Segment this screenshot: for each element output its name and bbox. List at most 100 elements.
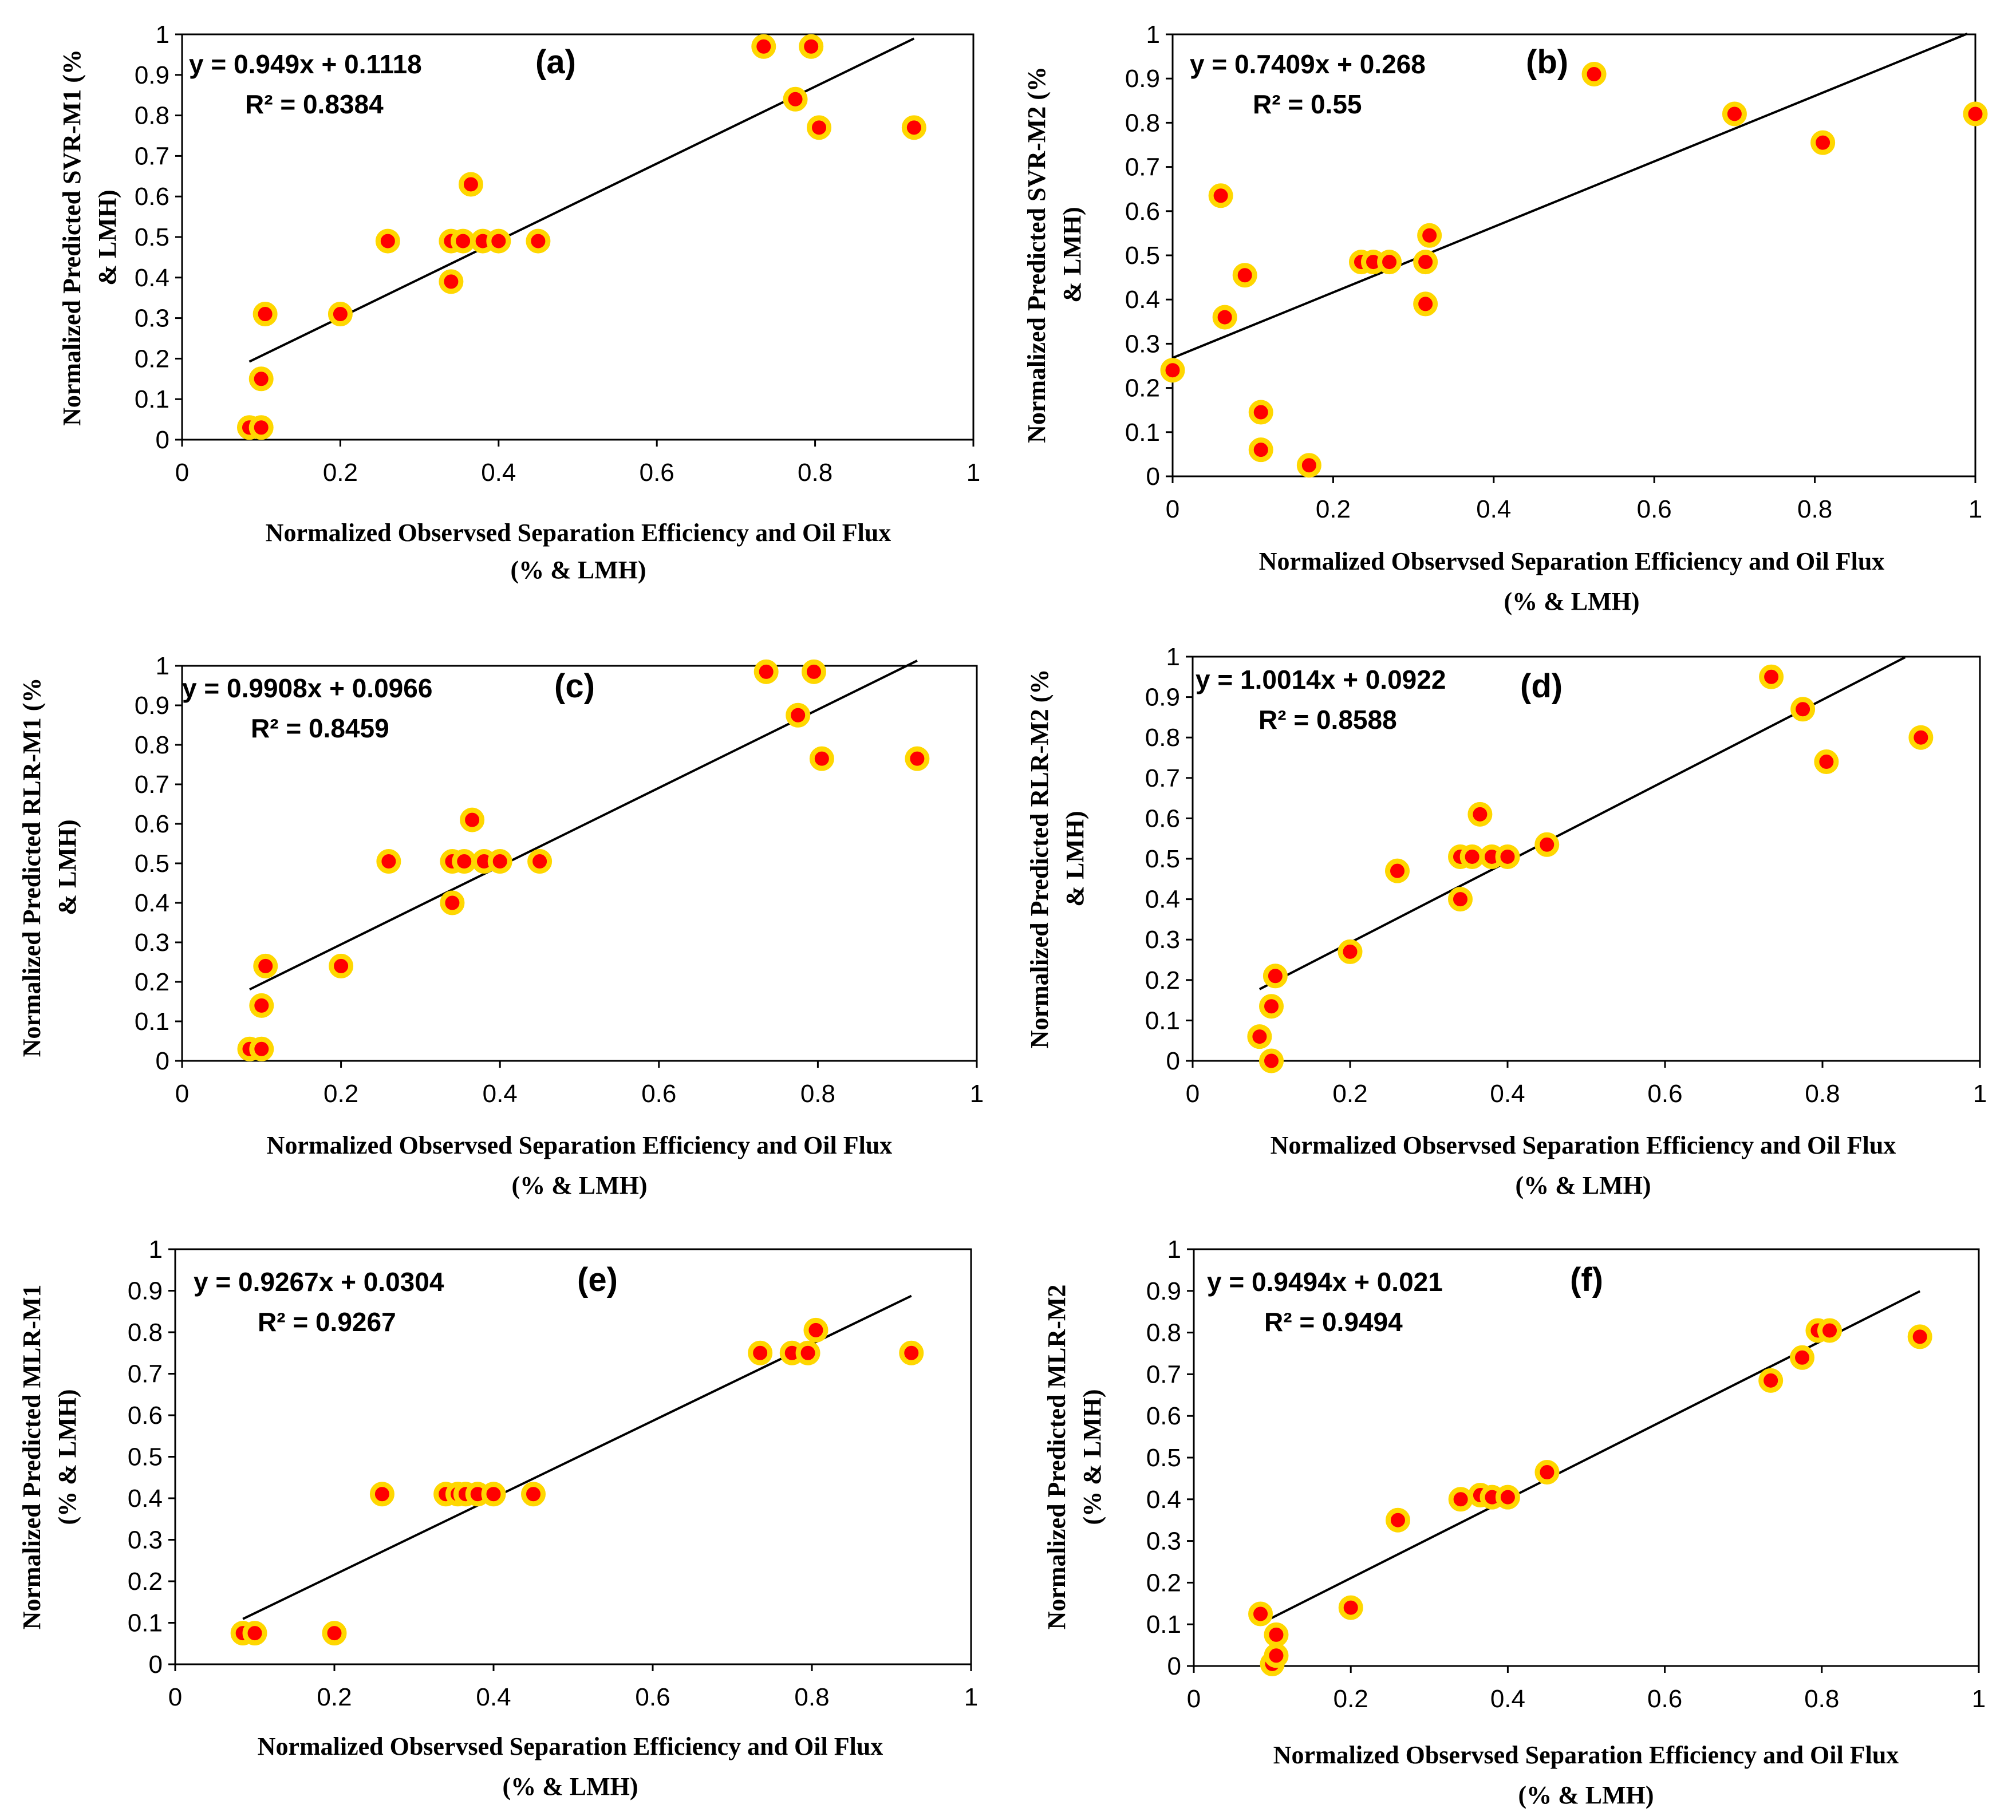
x-tick-label: 0.8 bbox=[798, 459, 833, 487]
data-point bbox=[1263, 964, 1288, 989]
y-tick-label: 0.1 bbox=[135, 1008, 169, 1036]
y-tick-label: 0.9 bbox=[135, 61, 169, 89]
y-tick-label: 1 bbox=[1166, 643, 1180, 671]
data-point bbox=[1758, 1368, 1784, 1393]
data-point bbox=[1817, 1318, 1843, 1343]
x-tick-label: 0.2 bbox=[323, 459, 358, 487]
y-tick-label: 0.2 bbox=[1146, 1569, 1181, 1597]
y-axis-title: Normalized Predicted MLR-M1 (% & LMH) bbox=[18, 1285, 81, 1630]
y-axis-title-line-2: (% & LMH) bbox=[1078, 1389, 1106, 1525]
data-point bbox=[1264, 1643, 1289, 1668]
y-tick-label: 1 bbox=[149, 1235, 163, 1264]
data-point bbox=[1790, 697, 1816, 722]
y-axis-title-line-2: & LMH) bbox=[53, 819, 81, 915]
y-tick-label: 0.4 bbox=[1125, 286, 1160, 314]
data-point bbox=[248, 415, 274, 440]
y-tick-label: 0.3 bbox=[135, 929, 169, 957]
y-tick-label: 0.2 bbox=[135, 345, 169, 373]
data-point bbox=[526, 228, 551, 254]
chart-panel-c: 0 0.1 0.2 0.3 0.4 0.5 0.6 0.7 0.8 0.9 1 0 0.2 0.4 0.6 0… bbox=[18, 652, 984, 1199]
data-point bbox=[1534, 832, 1560, 857]
y-tick-label: 0.3 bbox=[1145, 926, 1180, 954]
y-tick-label: 0.6 bbox=[1145, 804, 1180, 832]
y-axis-title: Normalized Predicted SVR-M2 (% & LMH) bbox=[1023, 66, 1086, 443]
y-tick-label: 0.9 bbox=[1146, 1277, 1181, 1305]
x-tick-label: 0 bbox=[1186, 1080, 1200, 1108]
y-tick-label: 0.7 bbox=[135, 771, 169, 799]
data-point bbox=[460, 807, 485, 832]
x-tick-label: 0.8 bbox=[1804, 1685, 1839, 1713]
data-point bbox=[899, 1340, 924, 1365]
x-tick-label: 1 bbox=[966, 459, 980, 487]
data-point bbox=[753, 659, 779, 684]
y-axis-title-line-2: & LMH) bbox=[93, 189, 121, 285]
data-point bbox=[1814, 749, 1839, 775]
data-point bbox=[521, 1482, 546, 1507]
data-point bbox=[451, 228, 476, 254]
data-point bbox=[1264, 1622, 1289, 1647]
x-tick-label: 0 bbox=[175, 459, 189, 487]
data-point bbox=[1296, 453, 1321, 478]
data-point bbox=[440, 890, 465, 915]
data-point bbox=[799, 34, 824, 59]
y-tick-label: 0.2 bbox=[135, 968, 169, 996]
data-point bbox=[905, 746, 930, 771]
data-point bbox=[1413, 250, 1438, 275]
y-tick-label: 0 bbox=[156, 426, 169, 454]
y-tick-label: 0.6 bbox=[1146, 1402, 1181, 1430]
y-tick-label: 0.8 bbox=[1125, 109, 1160, 137]
panel-label: (e) bbox=[577, 1261, 618, 1298]
data-point bbox=[1248, 1601, 1273, 1626]
data-point bbox=[1248, 400, 1273, 425]
trendline-equation: y = 1.0014x + 0.0922 bbox=[1196, 665, 1446, 694]
data-point bbox=[1338, 1595, 1363, 1620]
y-tick-label: 0 bbox=[1146, 463, 1160, 491]
trendline-equation: y = 0.9267x + 0.0304 bbox=[194, 1267, 444, 1297]
y-tick-label: 0.1 bbox=[1146, 1610, 1181, 1639]
data-point bbox=[1385, 1507, 1410, 1533]
y-tick-label: 0.2 bbox=[128, 1568, 163, 1596]
data-point bbox=[1259, 994, 1284, 1019]
y-tick-label: 0.5 bbox=[128, 1443, 163, 1471]
y-tick-label: 0.3 bbox=[1125, 330, 1160, 358]
data-point bbox=[439, 269, 464, 294]
data-point bbox=[1908, 725, 1934, 750]
data-point bbox=[1208, 183, 1233, 208]
y-axis-title: Normalized Predicted RLR-M2 (% & LMH) bbox=[1025, 669, 1089, 1049]
y-axis-title: Normalized Predicted SVR-M1 (% & LMH) bbox=[58, 49, 121, 426]
x-tick-label: 0.2 bbox=[1332, 1080, 1367, 1108]
y-axis-title-line-1: Normalized Predicted RLR-M2 (% bbox=[1025, 669, 1054, 1049]
y-tick-label: 0 bbox=[1167, 1652, 1181, 1680]
data-point bbox=[807, 115, 832, 140]
data-point bbox=[1160, 358, 1185, 383]
data-point bbox=[795, 1340, 820, 1365]
x-tick-label: 0.4 bbox=[1490, 1685, 1525, 1713]
y-tick-label: 0.2 bbox=[1125, 374, 1160, 402]
y-tick-label: 0.3 bbox=[128, 1526, 163, 1554]
trendline bbox=[249, 660, 918, 991]
data-point bbox=[1212, 305, 1237, 330]
x-axis-title-line-1: Normalized Observsed Separation Efficien… bbox=[258, 1732, 883, 1760]
chart-panel-e: 0 0.1 0.2 0.3 0.4 0.5 0.6 0.7 0.8 0.9 1 0 0.2 0.4 0.6 0… bbox=[18, 1235, 978, 1801]
x-tick-label: 0 bbox=[168, 1683, 182, 1711]
y-tick-label: 0 bbox=[156, 1047, 169, 1075]
y-tick-label: 0 bbox=[1166, 1047, 1180, 1075]
y-tick-label: 0.7 bbox=[1125, 153, 1160, 181]
data-point bbox=[901, 115, 926, 140]
y-tick-label: 1 bbox=[1146, 21, 1160, 49]
r-squared-label: R² = 0.9267 bbox=[258, 1307, 396, 1337]
x-axis-title-line-1: Normalized Observsed Separation Efficien… bbox=[1259, 547, 1885, 575]
panel-label: (f) bbox=[1570, 1261, 1603, 1298]
data-point bbox=[452, 849, 477, 874]
trendline-equation: y = 0.9494x + 0.021 bbox=[1207, 1267, 1443, 1297]
data-point bbox=[249, 1036, 274, 1061]
data-point bbox=[248, 366, 274, 392]
data-point bbox=[1232, 263, 1257, 288]
panel-label: (a) bbox=[535, 44, 576, 81]
y-tick-label: 0.1 bbox=[1125, 419, 1160, 447]
data-point bbox=[1759, 664, 1784, 689]
x-tick-label: 0 bbox=[175, 1080, 189, 1108]
x-axis-title-line-2: (% & LMH) bbox=[1518, 1781, 1654, 1809]
r-squared-label: R² = 0.8588 bbox=[1258, 705, 1397, 735]
data-point bbox=[1495, 1485, 1520, 1510]
